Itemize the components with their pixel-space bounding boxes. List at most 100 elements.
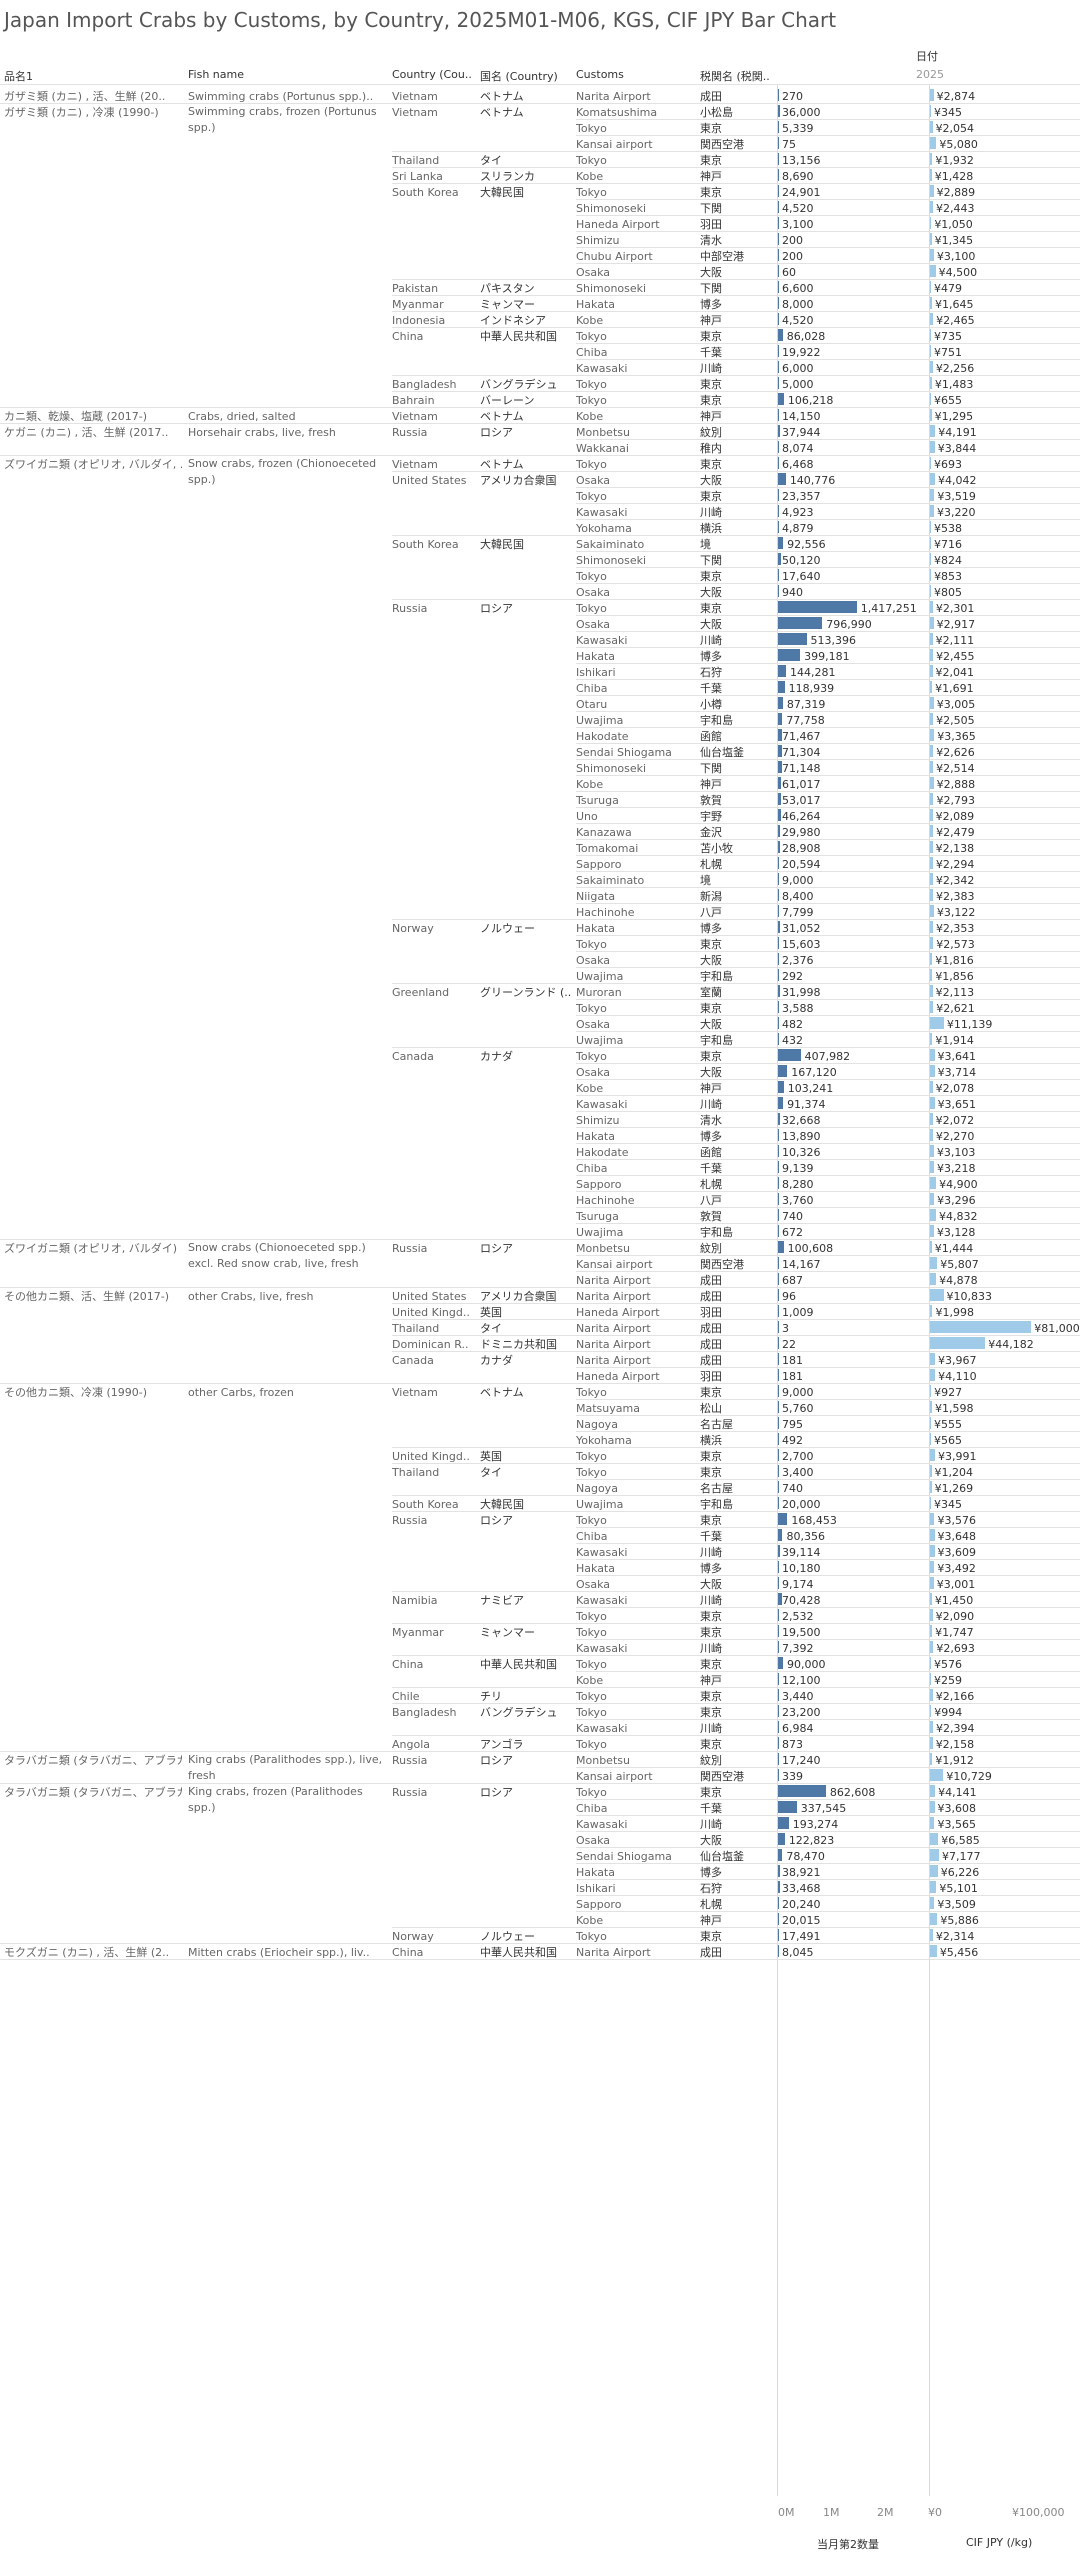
price-bar[interactable]: [930, 1449, 935, 1461]
price-bar[interactable]: [930, 1113, 933, 1125]
quantity-bar[interactable]: [778, 793, 781, 805]
quantity-bar[interactable]: [778, 1161, 779, 1173]
quantity-bar[interactable]: [778, 1609, 779, 1621]
price-bar[interactable]: [930, 777, 934, 789]
quantity-bar[interactable]: [778, 1513, 788, 1525]
quantity-bar[interactable]: [778, 937, 779, 949]
quantity-bar[interactable]: [778, 537, 784, 549]
price-bar[interactable]: [930, 1913, 938, 1925]
price-bar[interactable]: [930, 1145, 934, 1157]
quantity-bar[interactable]: [778, 1289, 779, 1301]
quantity-bar[interactable]: [778, 1273, 779, 1285]
quantity-bar[interactable]: [778, 553, 781, 565]
quantity-bar[interactable]: [778, 265, 779, 277]
price-bar[interactable]: [930, 425, 936, 437]
quantity-bar[interactable]: [778, 1641, 779, 1653]
price-bar[interactable]: [930, 409, 932, 421]
price-bar[interactable]: [930, 105, 931, 117]
quantity-bar[interactable]: [778, 1353, 779, 1365]
quantity-bar[interactable]: [778, 409, 779, 421]
price-bar[interactable]: [930, 1929, 933, 1941]
quantity-bar[interactable]: [778, 1577, 779, 1589]
quantity-bar[interactable]: [778, 1241, 784, 1253]
quantity-bar[interactable]: [778, 425, 781, 437]
price-bar[interactable]: [930, 857, 933, 869]
price-bar[interactable]: [930, 1625, 933, 1637]
price-bar[interactable]: [930, 185, 934, 197]
quantity-bar[interactable]: [778, 1385, 779, 1397]
quantity-bar[interactable]: [778, 201, 779, 213]
price-bar[interactable]: [930, 969, 933, 981]
price-bar[interactable]: [930, 1593, 932, 1605]
quantity-bar[interactable]: [778, 825, 780, 837]
price-bar[interactable]: [930, 889, 933, 901]
price-bar[interactable]: [930, 329, 931, 341]
quantity-bar[interactable]: [778, 985, 780, 997]
price-bar[interactable]: [930, 697, 934, 709]
quantity-bar[interactable]: [778, 777, 782, 789]
quantity-bar[interactable]: [778, 121, 779, 133]
price-bar[interactable]: [930, 1753, 933, 1765]
quantity-bar[interactable]: [778, 1753, 779, 1765]
price-bar[interactable]: [930, 1897, 935, 1909]
quantity-bar[interactable]: [778, 969, 779, 981]
price-bar[interactable]: [930, 1209, 937, 1221]
quantity-bar[interactable]: [778, 921, 780, 933]
price-bar[interactable]: [930, 505, 935, 517]
price-bar[interactable]: [930, 713, 934, 725]
price-bar[interactable]: [930, 1609, 933, 1621]
price-bar[interactable]: [930, 169, 932, 181]
quantity-bar[interactable]: [778, 89, 779, 101]
quantity-bar[interactable]: [778, 441, 779, 453]
price-bar[interactable]: [930, 537, 931, 549]
price-bar[interactable]: [930, 1497, 931, 1509]
quantity-bar[interactable]: [778, 1801, 797, 1813]
quantity-bar[interactable]: [778, 697, 783, 709]
quantity-bar[interactable]: [778, 1449, 779, 1461]
price-bar[interactable]: [930, 1305, 933, 1317]
price-bar[interactable]: [930, 1641, 934, 1653]
quantity-bar[interactable]: [778, 857, 780, 869]
price-bar[interactable]: [930, 1369, 936, 1381]
quantity-bar[interactable]: [778, 809, 781, 821]
quantity-bar[interactable]: [778, 1593, 782, 1605]
quantity-bar[interactable]: [778, 185, 780, 197]
price-bar[interactable]: [930, 1865, 938, 1877]
quantity-bar[interactable]: [778, 345, 780, 357]
item-column-header[interactable]: 品名1: [4, 70, 33, 83]
price-bar[interactable]: [930, 1129, 933, 1141]
quantity-bar[interactable]: [778, 585, 779, 597]
price-bar[interactable]: [930, 841, 933, 853]
price-bar[interactable]: [930, 665, 933, 677]
price-bar[interactable]: [930, 233, 932, 245]
price-bar[interactable]: [930, 1689, 933, 1701]
price-bar[interactable]: [930, 1657, 931, 1669]
quantity-bar[interactable]: [778, 1865, 781, 1877]
price-bar[interactable]: [930, 1257, 938, 1269]
quantity-bar[interactable]: [778, 1721, 779, 1733]
quantity-bar[interactable]: [778, 873, 779, 885]
price-bar[interactable]: [930, 1065, 935, 1077]
price-bar[interactable]: [930, 1353, 935, 1365]
price-bar[interactable]: [930, 937, 934, 949]
quantity-bar[interactable]: [778, 1737, 779, 1749]
price-bar[interactable]: [930, 1769, 944, 1781]
quantity-bar[interactable]: [778, 297, 779, 309]
price-bar[interactable]: [930, 265, 936, 277]
price-bar[interactable]: [930, 1785, 936, 1797]
price-bar[interactable]: [930, 121, 933, 133]
price-bar[interactable]: [930, 1705, 932, 1717]
quantity-bar[interactable]: [778, 1897, 780, 1909]
price-bar[interactable]: [930, 1033, 933, 1045]
price-bar[interactable]: [930, 1177, 937, 1189]
customs-ja-column-header[interactable]: 税関名 (税関..: [700, 70, 770, 83]
quantity-bar[interactable]: [778, 1913, 780, 1925]
price-bar[interactable]: [930, 249, 934, 261]
price-bar[interactable]: [930, 345, 931, 357]
price-bar[interactable]: [930, 1801, 935, 1813]
price-bar[interactable]: [930, 569, 932, 581]
quantity-bar[interactable]: [778, 1673, 779, 1685]
quantity-bar[interactable]: [778, 489, 780, 501]
quantity-bar[interactable]: [778, 1769, 779, 1781]
quantity-bar[interactable]: [778, 1321, 779, 1333]
